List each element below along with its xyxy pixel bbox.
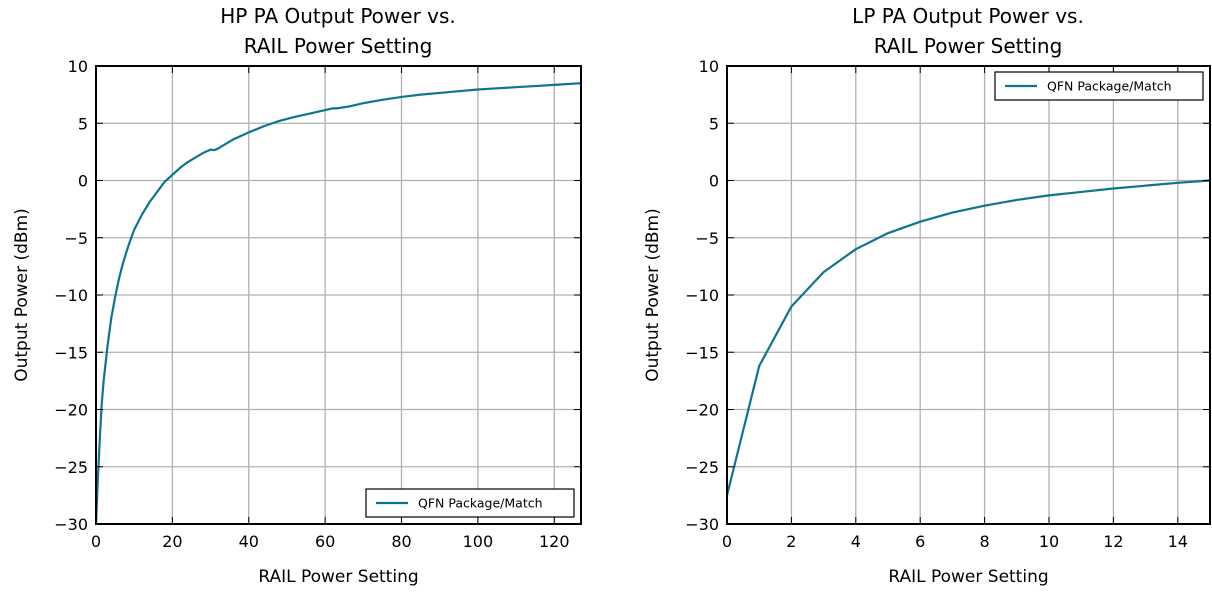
lp-y-tick-label: −25: [685, 458, 719, 477]
hp-x-tick-label: 20: [162, 532, 182, 551]
hp-x-tick-label: 40: [239, 532, 259, 551]
hp-chart-title: HP PA Output Power vs.: [220, 4, 456, 28]
hp-y-tick-label: −30: [54, 515, 88, 534]
lp-x-tick-label: 14: [1168, 532, 1188, 551]
lp-y-tick-label: 5: [709, 114, 719, 133]
lp-y-tick-label: −20: [685, 401, 719, 420]
hp-legend: QFN Package/Match: [365, 488, 575, 518]
hp-y-tick-label: −5: [64, 229, 88, 248]
lp-x-tick-label: 12: [1103, 532, 1123, 551]
lp-y-axis-label: Output Power (dBm): [643, 208, 663, 382]
hp-plot-frame: [95, 65, 582, 525]
hp-pa-chart: 0 20 40 60 80 100 120 −30 −25 −20 −15 −10 −5 0 5 10 HP P…: [12, 4, 583, 587]
hp-x-tick-label: 0: [91, 532, 101, 551]
lp-x-tick-label: 8: [980, 532, 990, 551]
lp-x-tick-label: 4: [851, 532, 861, 551]
hp-y-tick-label: 5: [78, 114, 88, 133]
hp-x-tick-label: 80: [391, 532, 411, 551]
hp-y-tick-label: 0: [78, 172, 88, 191]
lp-x-tick-label: 10: [1039, 532, 1059, 551]
lp-x-tick-label: 2: [786, 532, 796, 551]
lp-y-tick-label: −10: [685, 286, 719, 305]
lp-y-tick-label: −30: [685, 515, 719, 534]
lp-y-tick-label: 10: [699, 57, 719, 76]
lp-chart-subtitle: RAIL Power Setting: [874, 34, 1063, 58]
lp-legend: QFN Package/Match: [994, 71, 1204, 101]
hp-y-axis-label: Output Power (dBm): [12, 208, 32, 382]
hp-y-tick-label: 10: [68, 57, 88, 76]
hp-y-tick-label: −20: [54, 401, 88, 420]
lp-plot-frame: [726, 65, 1211, 525]
hp-y-tick-label: −15: [54, 343, 88, 362]
lp-series-line: [725, 179, 1212, 497]
hp-x-axis-label: RAIL Power Setting: [258, 567, 418, 587]
lp-y-tick-label: 0: [709, 172, 719, 191]
lp-y-tick-label: −15: [685, 343, 719, 362]
lp-legend-label: QFN Package/Match: [1047, 79, 1172, 94]
lp-y-tick-label: −5: [695, 229, 719, 248]
hp-chart-subtitle: RAIL Power Setting: [244, 34, 433, 58]
lp-x-tick-label: 6: [915, 532, 925, 551]
hp-y-tick-label: −25: [54, 458, 88, 477]
hp-x-tick-label: 60: [315, 532, 335, 551]
hp-legend-label: QFN Package/Match: [418, 496, 543, 511]
lp-x-tick-label: 0: [722, 532, 732, 551]
hp-series-line: [94, 82, 583, 526]
lp-x-axis-label: RAIL Power Setting: [888, 567, 1048, 587]
hp-x-tick-label: 100: [463, 532, 494, 551]
lp-chart-title: LP PA Output Power vs.: [852, 4, 1084, 28]
lp-pa-chart: 0 2 4 6 8 10 12 14 −30 −25 −20 −15 −10 −5 0 5 10 LP PA Ou…: [643, 4, 1212, 587]
hp-x-tick-label: 120: [539, 532, 570, 551]
hp-y-tick-label: −10: [54, 286, 88, 305]
